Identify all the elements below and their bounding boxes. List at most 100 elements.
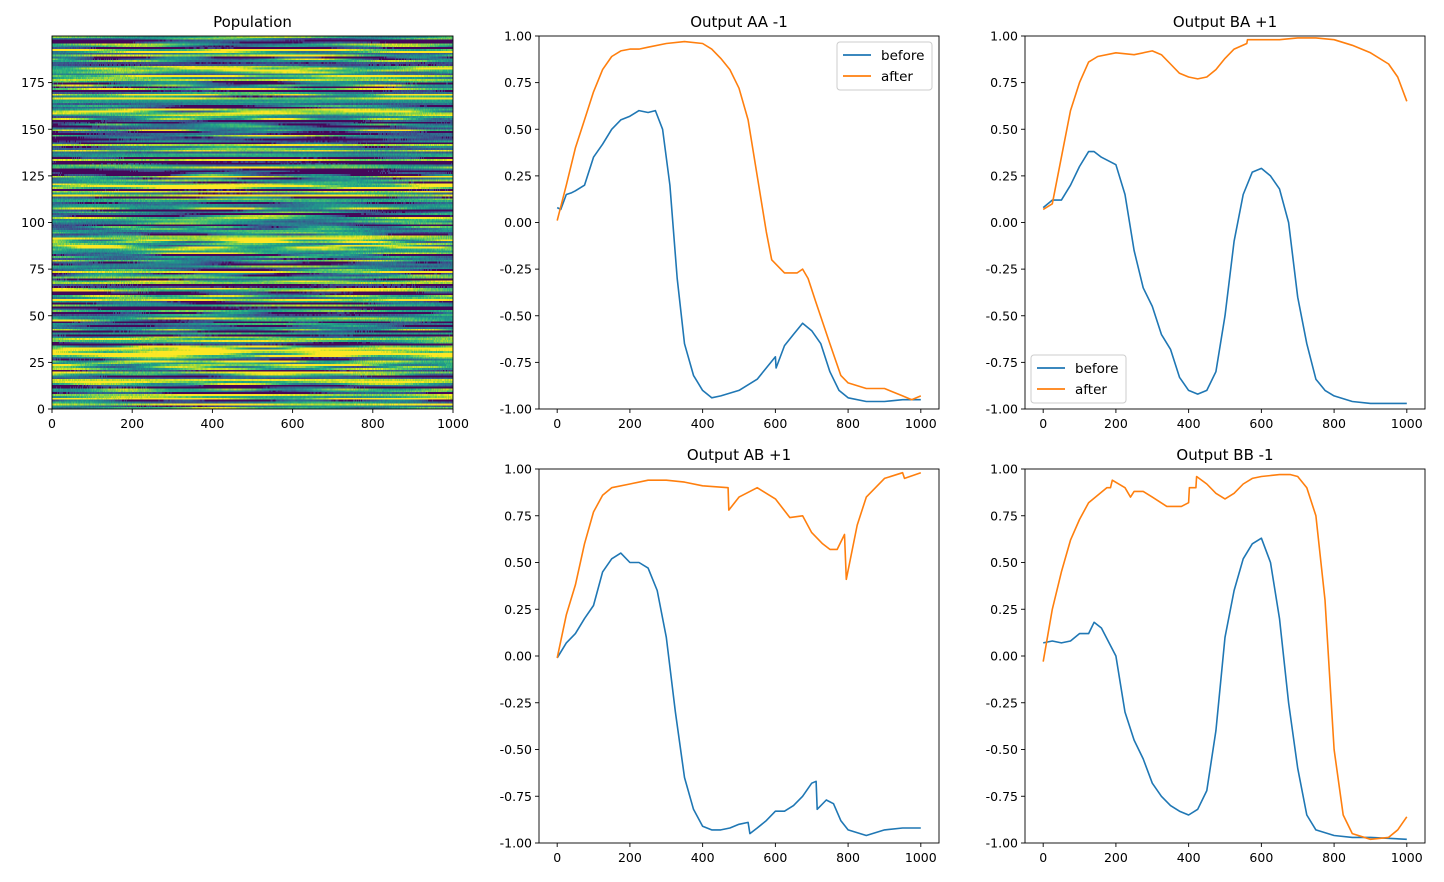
y-tick-label: 125: [21, 168, 45, 183]
y-tick-label: 75: [29, 262, 45, 277]
y-tick-label: 1.00: [504, 29, 532, 44]
y-tick-label: 50: [29, 308, 45, 323]
y-tick-label: -1.00: [986, 402, 1018, 417]
x-tick-label: 1000: [1391, 850, 1423, 865]
y-tick-label: -0.25: [986, 262, 1018, 277]
x-tick-label: 400: [691, 416, 715, 431]
chart-title: Output AB +1: [687, 446, 791, 464]
y-tick-label: 0.75: [504, 75, 532, 90]
y-tick-label: -0.50: [500, 308, 532, 323]
x-tick-label: 400: [691, 850, 715, 865]
x-tick-label: 800: [1322, 416, 1346, 431]
y-tick-label: 0.50: [504, 555, 532, 570]
y-tick-label: -0.50: [986, 742, 1018, 757]
y-tick-label: -0.75: [500, 789, 532, 804]
y-tick-label: 175: [21, 75, 45, 90]
x-tick-label: 0: [1039, 850, 1047, 865]
y-tick-label: 100: [21, 215, 45, 230]
x-tick-label: 1000: [1391, 416, 1423, 431]
y-tick-label: 1.00: [990, 29, 1018, 44]
y-tick-label: -0.75: [500, 355, 532, 370]
x-tick-label: 600: [281, 416, 305, 431]
series-line-before: [1043, 537, 1407, 841]
y-tick-label: 0.75: [504, 508, 532, 523]
y-tick-label: 0.75: [990, 508, 1018, 523]
chart-title: Output BA +1: [1173, 13, 1277, 31]
y-tick-label: 0.50: [990, 122, 1018, 137]
axes-frame: [51, 35, 454, 410]
series-line-before: [556, 109, 921, 403]
y-tick-label: -1.00: [500, 836, 532, 851]
series-line-after: [1042, 473, 1408, 841]
subplot-output-bb-1: Output BB -1 0 200 400 600 800 1000 -1.00 -0.75 -…: [986, 446, 1426, 865]
series-line-after: [556, 471, 922, 659]
y-tick-label: 150: [21, 122, 45, 137]
x-tick-label: 0: [553, 850, 561, 865]
series-line-after: [556, 40, 922, 401]
subplot-output-aa-1: Output AA -1 0 200 400 600 800 1000 -1.00 -0.75 -…: [500, 13, 940, 431]
y-tick-label: 0.00: [990, 215, 1018, 230]
x-tick-label: 200: [618, 850, 642, 865]
x-tick-label: 200: [120, 416, 144, 431]
axes-frame: [1024, 468, 1426, 844]
chart-title: Output BB -1: [1176, 446, 1273, 464]
x-tick-label: 200: [1104, 416, 1128, 431]
y-tick-label: 1.00: [504, 462, 532, 477]
y-tick-label: 0.25: [504, 602, 532, 617]
x-tick-label: 0: [553, 416, 561, 431]
axes-frame: [538, 35, 940, 410]
y-tick-label: -0.50: [986, 308, 1018, 323]
subplot-output-ab-1: Output AB +1 0 200 400 600 800 1000 -1.00 -0.75 -…: [500, 446, 940, 865]
y-tick-label: 0.00: [504, 649, 532, 664]
legend: before after: [836, 41, 933, 91]
x-tick-label: 200: [1104, 850, 1128, 865]
x-tick-label: 1000: [905, 416, 937, 431]
y-tick-label: -0.25: [500, 695, 532, 710]
chart-title: Population: [213, 13, 292, 31]
axes-frame: [538, 468, 940, 844]
subplot-population: Population 0 200 400 600 800 1000 0 25 50 75 100 125…: [21, 13, 469, 431]
population-heatmap: [52, 36, 453, 409]
x-tick-label: 800: [1322, 850, 1346, 865]
y-tick-label: 0.00: [990, 649, 1018, 664]
y-tick-label: 0.25: [990, 602, 1018, 617]
y-tick-label: 0.50: [504, 122, 532, 137]
x-tick-label: 600: [763, 416, 787, 431]
x-tick-label: 800: [836, 416, 860, 431]
legend-label-before: before: [1075, 361, 1118, 377]
legend: before after: [1030, 354, 1127, 404]
legend-box: [836, 41, 933, 91]
legend-label-after: after: [1075, 382, 1107, 398]
subplot-output-ba-1: Output BA +1 0 200 400 600 800 1000 -1.00 -0.75 -…: [986, 13, 1426, 431]
y-tick-label: 0.75: [990, 75, 1018, 90]
y-tick-label: -1.00: [500, 402, 532, 417]
series-line-before: [1042, 150, 1407, 405]
legend-label-before: before: [881, 48, 924, 64]
x-tick-label: 0: [1039, 416, 1047, 431]
y-tick-label: 0.25: [990, 168, 1018, 183]
x-tick-label: 1000: [437, 416, 469, 431]
y-tick-label: -1.00: [986, 836, 1018, 851]
x-tick-label: 600: [763, 850, 787, 865]
y-tick-label: 0.50: [990, 555, 1018, 570]
axes-frame: [1024, 35, 1426, 410]
y-tick-label: 25: [29, 355, 45, 370]
x-tick-label: 400: [1177, 850, 1201, 865]
y-tick-label: 0: [37, 402, 45, 417]
y-tick-label: -0.75: [986, 355, 1018, 370]
chart-title: Output AA -1: [690, 13, 788, 31]
y-tick-label: -0.75: [986, 789, 1018, 804]
y-tick-label: -0.25: [500, 262, 532, 277]
x-tick-label: 0: [48, 416, 56, 431]
x-tick-label: 600: [1249, 416, 1273, 431]
x-tick-label: 400: [200, 416, 224, 431]
legend-box: [1030, 354, 1127, 404]
x-tick-label: 800: [361, 416, 385, 431]
y-tick-label: 0.00: [504, 215, 532, 230]
series-line-after: [1042, 37, 1408, 211]
x-tick-label: 600: [1249, 850, 1273, 865]
y-tick-label: -0.50: [500, 742, 532, 757]
series-line-before: [556, 552, 921, 837]
x-tick-label: 200: [618, 416, 642, 431]
x-tick-label: 800: [836, 850, 860, 865]
